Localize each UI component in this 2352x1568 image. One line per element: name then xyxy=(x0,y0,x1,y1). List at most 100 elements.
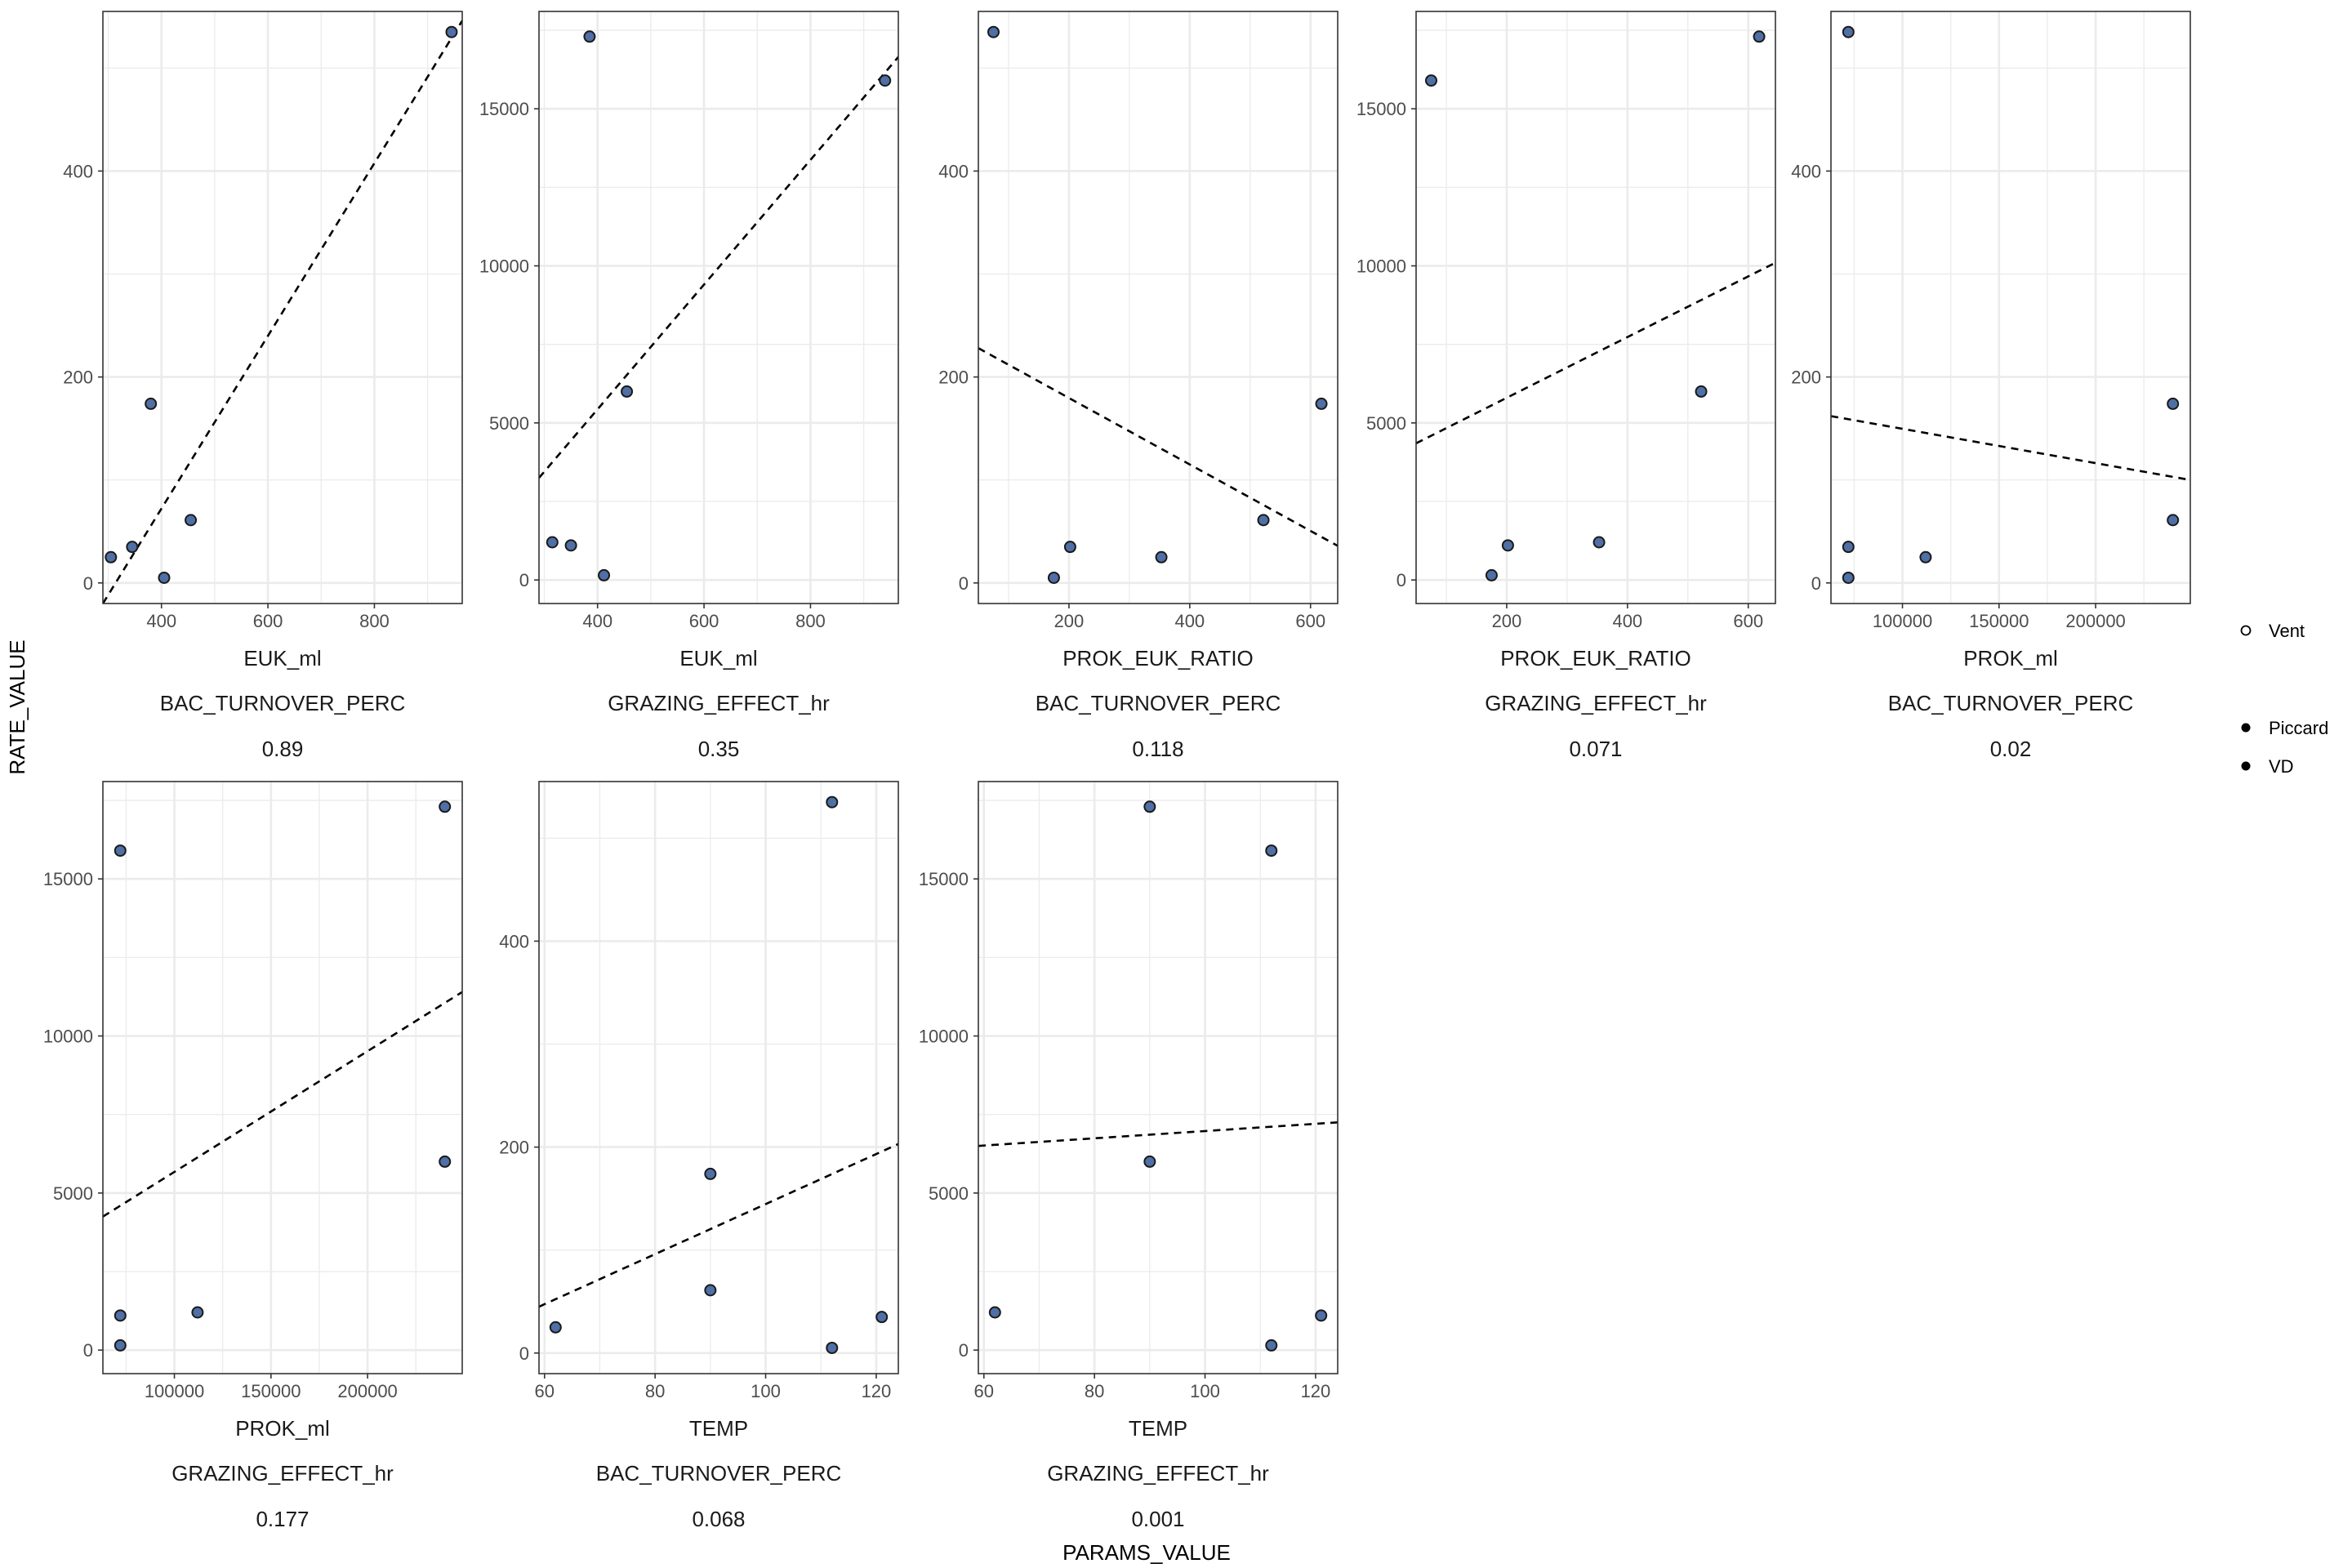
data-point xyxy=(1265,1339,1278,1352)
trend-line xyxy=(539,56,898,479)
x-tick-label: 100000 xyxy=(145,1381,204,1401)
panel-background xyxy=(539,782,898,1374)
x-tick-label: 80 xyxy=(1085,1381,1104,1401)
data-point xyxy=(1315,1309,1328,1322)
x-tick-label: 800 xyxy=(795,611,826,631)
data-point xyxy=(1143,800,1156,813)
facet-panel-4: 200 400 600 0 5000 10000 15000 PROK_EUK_RATIO GR… xyxy=(1356,11,1776,761)
data-point xyxy=(987,25,1000,38)
panel-border xyxy=(978,781,1339,1374)
data-point xyxy=(988,1306,1001,1319)
strip-label-rate: BAC_TURNOVER_PERC xyxy=(1036,691,1281,715)
strip-label-rate: GRAZING_EFFECT_hr xyxy=(608,691,830,715)
x-tick-label: 120 xyxy=(862,1381,892,1401)
strip-label-rate: BAC_TURNOVER_PERC xyxy=(160,691,406,715)
x-tick-label: 100000 xyxy=(1873,611,1932,631)
facet-panel-2: 400 600 800 0 5000 10000 15000 EUK_ml GRAZING_EF… xyxy=(479,11,899,761)
x-axis-title: PARAMS_VALUE xyxy=(1062,1540,1231,1565)
strip-label-stat: 0.001 xyxy=(1131,1507,1184,1531)
x-tick-label: 600 xyxy=(253,611,283,631)
data-point xyxy=(549,1321,562,1334)
data-point xyxy=(1047,571,1060,584)
strip-label-rate: GRAZING_EFFECT_hr xyxy=(172,1461,394,1486)
x-tick-label: 60 xyxy=(535,1381,555,1401)
facet-panel-3: 200 400 600 0 200 400 PROK_EUK_RATIO BAC_TURNOV… xyxy=(938,11,1339,761)
data-point xyxy=(546,536,559,549)
y-tick-label: 10000 xyxy=(43,1027,93,1047)
data-point xyxy=(1257,514,1270,527)
data-point xyxy=(1695,385,1708,398)
strip-label-stat: 0.35 xyxy=(698,737,740,761)
x-tick-label: 120 xyxy=(1301,1381,1331,1401)
panel-border xyxy=(978,11,1339,604)
y-tick-label: 200 xyxy=(938,368,969,388)
panel-background xyxy=(978,782,1338,1374)
data-point xyxy=(114,1339,127,1352)
y-tick-label: 15000 xyxy=(1356,99,1406,119)
trend-line xyxy=(539,1143,898,1308)
y-tick-label: 10000 xyxy=(919,1027,969,1047)
x-tick-label: 150000 xyxy=(1969,611,2029,631)
y-tick-label: 10000 xyxy=(479,256,529,277)
data-point xyxy=(1485,568,1498,581)
data-point xyxy=(1842,571,1855,584)
data-point xyxy=(114,844,127,858)
x-tick-label: 400 xyxy=(1174,611,1205,631)
strip-label-param: PROK_EUK_RATIO xyxy=(1500,646,1691,670)
data-point xyxy=(826,795,839,808)
y-tick-label: 400 xyxy=(938,161,969,181)
legend-key-piccard xyxy=(2241,723,2251,733)
data-point xyxy=(1063,541,1076,554)
x-tick-label: 200 xyxy=(1054,611,1085,631)
panel-border xyxy=(538,11,899,604)
strip-label-stat: 0.177 xyxy=(256,1507,309,1531)
panel-background xyxy=(539,11,898,604)
data-point xyxy=(875,1311,889,1324)
panel-border xyxy=(1830,11,2191,604)
x-tick-label: 60 xyxy=(974,1381,994,1401)
legend-key-vent xyxy=(2240,625,2252,636)
data-point xyxy=(1424,74,1437,87)
y-tick-label: 5000 xyxy=(1366,413,1406,434)
strip-label-stat: 0.071 xyxy=(1569,737,1622,761)
x-tick-label: 150000 xyxy=(241,1381,301,1401)
y-tick-label: 0 xyxy=(959,573,969,594)
x-tick-label: 600 xyxy=(689,611,719,631)
data-point xyxy=(1155,550,1168,564)
legend: Vent Piccard VD xyxy=(2240,621,2328,777)
x-tick-label: 100 xyxy=(1190,1381,1220,1401)
trend-line xyxy=(103,991,462,1218)
data-point xyxy=(879,74,892,87)
legend-label-vent: Vent xyxy=(2269,621,2305,641)
y-tick-label: 400 xyxy=(1791,161,1821,181)
panel-border xyxy=(538,781,899,1374)
data-point xyxy=(1753,30,1766,43)
y-tick-label: 10000 xyxy=(1356,256,1406,277)
data-point xyxy=(191,1306,204,1319)
data-point xyxy=(126,541,139,554)
data-point xyxy=(158,571,171,584)
facet-panel-6: 100000 150000 200000 0 5000 10000 15000 PROK_ml… xyxy=(43,781,463,1531)
trend-line xyxy=(1831,415,2190,481)
x-tick-label: 400 xyxy=(582,611,612,631)
panel-border xyxy=(1415,11,1776,604)
legend-label-piccard: Piccard xyxy=(2269,718,2328,738)
strip-label-param: PROK_ml xyxy=(235,1416,330,1441)
y-tick-label: 200 xyxy=(1791,368,1821,388)
data-point xyxy=(439,1155,452,1168)
x-tick-label: 200000 xyxy=(2065,611,2125,631)
strip-label-param: TEMP xyxy=(689,1416,748,1441)
y-axis-title: RATE_VALUE xyxy=(5,639,29,774)
facet-panel-5: 100000 150000 200000 0 200 400 PROK_ml BAC_TURN… xyxy=(1791,11,2191,761)
trend-line xyxy=(1416,261,1775,445)
strip-label-rate: BAC_TURNOVER_PERC xyxy=(596,1461,842,1486)
data-point xyxy=(583,30,596,43)
data-point xyxy=(826,1341,839,1354)
strip-label-stat: 0.068 xyxy=(692,1507,745,1531)
panel-background xyxy=(978,11,1338,604)
x-tick-label: 80 xyxy=(645,1381,665,1401)
y-tick-label: 400 xyxy=(63,161,93,181)
y-tick-label: 15000 xyxy=(43,869,93,889)
facet-panel-7: 60 80 100 120 0 200 400 TEMP BAC_TURNOVER_PERC 0.… xyxy=(499,781,899,1531)
